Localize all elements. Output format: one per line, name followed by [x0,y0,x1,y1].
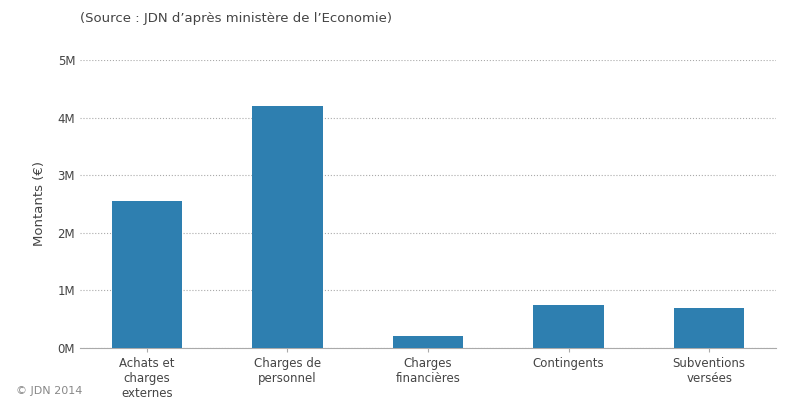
Text: (Source : JDN d’après ministère de l’Economie): (Source : JDN d’après ministère de l’Eco… [80,12,392,25]
Bar [112,201,182,348]
Bar [393,336,463,348]
Bar [252,106,322,348]
Bar [534,305,604,348]
Text: © JDN 2014: © JDN 2014 [16,386,82,396]
Y-axis label: Montants (€): Montants (€) [34,162,46,246]
Bar [674,308,744,348]
